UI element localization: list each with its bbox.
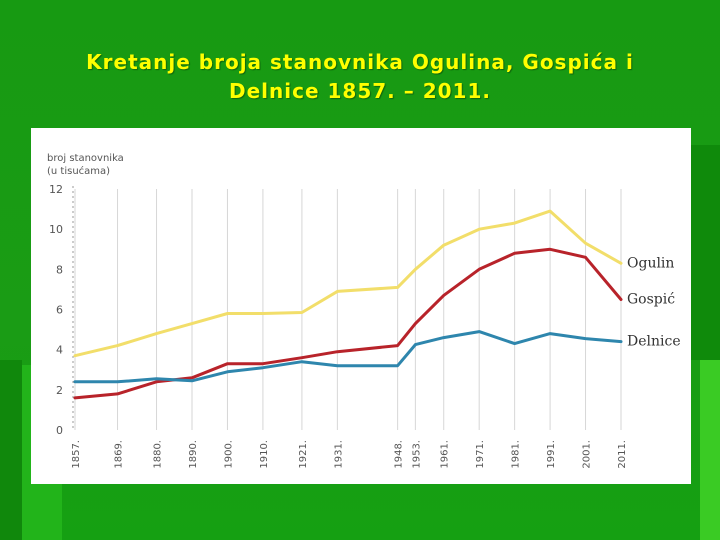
x-tick-label: 1961. — [440, 440, 451, 469]
x-tick-label: 1890. — [188, 440, 199, 469]
y-axis-title-line-1: broj stanovnika — [47, 153, 124, 164]
series-label: Gospić — [627, 291, 675, 307]
y-tick-label: 12 — [49, 183, 63, 196]
title-line-1: Kretanje broja stanovnika Ogulina, Gospi… — [86, 50, 634, 74]
x-tick-label: 1880. — [153, 440, 164, 469]
x-tick-label: 1948. — [394, 440, 405, 469]
decor-bar — [690, 145, 720, 360]
x-tick-label: 1953. — [411, 440, 422, 469]
y-tick-label: 0 — [56, 424, 63, 437]
y-tick-label: 8 — [56, 263, 63, 276]
series-label: Ogulin — [627, 255, 674, 271]
slide-title: Kretanje broja stanovnika Ogulina, Gospi… — [40, 48, 680, 106]
x-tick-label: 1869. — [114, 440, 125, 469]
chart-panel: broj stanovnika (u tisućama) 1857. 1869. 1… — [31, 128, 691, 484]
decor-bar — [700, 360, 720, 540]
x-tick-label: 1981. — [511, 440, 522, 469]
series-label: Delnice — [627, 334, 681, 350]
x-tick-label: 1910. — [259, 440, 270, 469]
y-tick-label: 6 — [56, 304, 63, 317]
x-tick-label: 2011. — [617, 440, 628, 469]
series-line-ogulin — [73, 209, 623, 358]
y-tick-label: 4 — [56, 344, 63, 357]
y-tick-label: 2 — [56, 384, 63, 397]
x-tick-label: 1857. — [71, 440, 82, 469]
x-tick-label: 1921. — [298, 440, 309, 469]
line-chart: broj stanovnika (u tisućama) 1857. 1869. 1… — [47, 153, 681, 469]
y-tick-label: 10 — [49, 223, 63, 236]
title-line-2: Delnice 1857. – 2011. — [229, 79, 491, 103]
x-tick-label: 1991. — [546, 440, 557, 469]
y-axis-title-line-2: (u tisućama) — [47, 165, 110, 177]
x-tick-label: 1931. — [333, 440, 344, 469]
series-line-delnice — [73, 330, 623, 384]
x-tick-label: 2001. — [582, 440, 593, 469]
x-tick-label: 1971. — [475, 440, 486, 469]
x-tick-label: 1900. — [223, 440, 234, 469]
decor-bar — [0, 360, 22, 540]
